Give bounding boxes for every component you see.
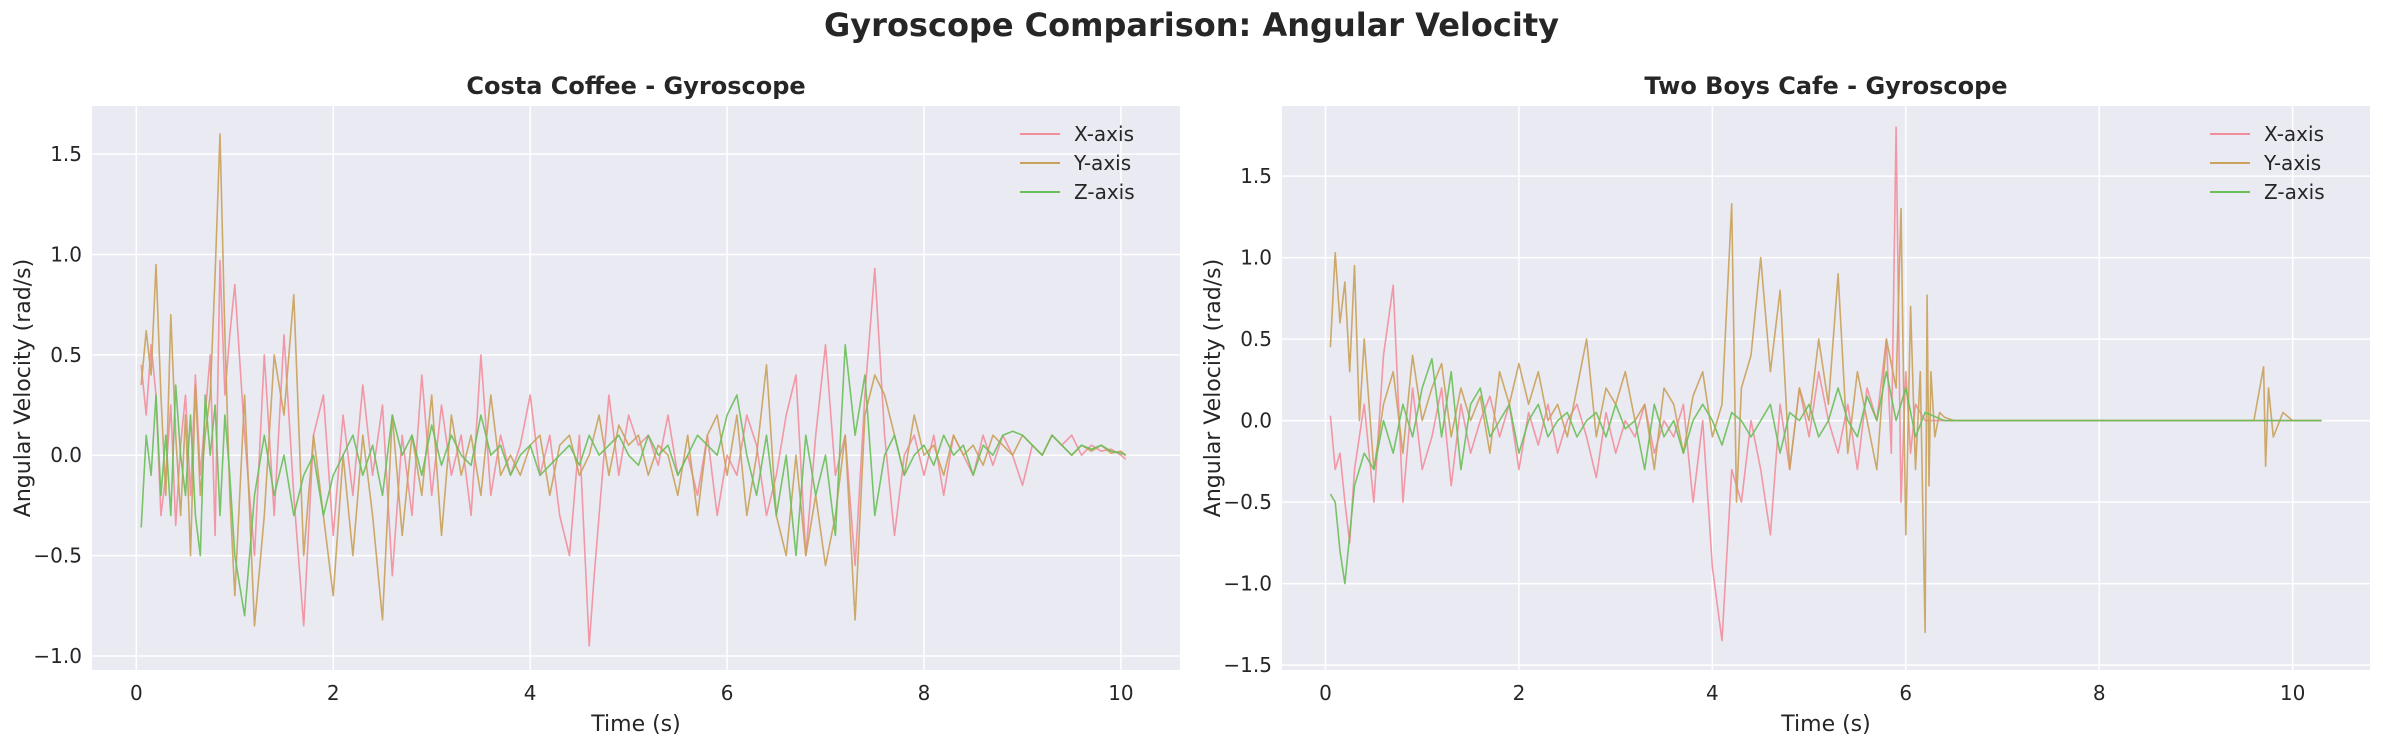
legend-label: Y-axis bbox=[1073, 151, 1131, 175]
series-line-x-axis bbox=[140, 259, 1127, 647]
x-tick-label: 4 bbox=[524, 681, 537, 705]
y-axis-label: Angular Velocity (rad/s) bbox=[11, 259, 36, 517]
y-tick-label: 0.0 bbox=[1240, 409, 1272, 433]
y-tick-label: −1.0 bbox=[1223, 572, 1272, 596]
y-tick-label: 0.0 bbox=[50, 443, 82, 467]
y-tick-label: −1.0 bbox=[33, 644, 82, 668]
legend: X-axis Y-axis Z-axis bbox=[2210, 122, 2325, 204]
y-tick-label: 1.0 bbox=[1240, 246, 1272, 270]
x-tick-label: 2 bbox=[327, 681, 340, 705]
chart-panel-2: 0 2 4 6 8 10 −1.5 −1.0 −0.5 0.0 0.5 1.0 1.5 Two Boys … bbox=[1201, 72, 2370, 737]
x-tick-label: 2 bbox=[1513, 681, 1526, 705]
panel-title: Costa Coffee - Gyroscope bbox=[466, 72, 805, 100]
x-tick-label: 0 bbox=[130, 681, 143, 705]
y-tick-label: −0.5 bbox=[33, 544, 82, 568]
y-tick-label: −1.5 bbox=[1223, 653, 1272, 677]
y-tick-label: 1.5 bbox=[50, 142, 82, 166]
x-tick-label: 10 bbox=[2280, 681, 2305, 705]
legend-label: Z-axis bbox=[1074, 180, 1135, 204]
y-axis-label: Angular Velocity (rad/s) bbox=[1201, 259, 1226, 517]
figure-title: Gyroscope Comparison: Angular Velocity bbox=[824, 6, 1559, 44]
x-axis-label: Time (s) bbox=[1780, 712, 1870, 737]
legend-label: X-axis bbox=[2264, 122, 2324, 146]
y-tick-label: 1.5 bbox=[1240, 164, 1272, 188]
x-tick-label: 0 bbox=[1319, 681, 1332, 705]
y-tick-label: 0.5 bbox=[50, 343, 82, 367]
x-tick-label: 8 bbox=[2093, 681, 2106, 705]
series-line-x-axis bbox=[1329, 126, 2322, 642]
legend-label: Y-axis bbox=[2263, 151, 2321, 175]
panel-title: Two Boys Cafe - Gyroscope bbox=[1644, 72, 2007, 100]
x-tick-label: 4 bbox=[1706, 681, 1719, 705]
y-tick-label: 0.5 bbox=[1240, 327, 1272, 351]
x-tick-label: 10 bbox=[1108, 681, 1133, 705]
legend-label: Z-axis bbox=[2264, 180, 2325, 204]
plot-area bbox=[92, 106, 1180, 670]
x-axis-label: Time (s) bbox=[590, 712, 680, 737]
series-line-y-axis bbox=[1329, 203, 2322, 634]
legend-label: X-axis bbox=[1074, 122, 1134, 146]
legend: X-axis Y-axis Z-axis bbox=[1020, 122, 1135, 204]
series-line-z-axis bbox=[140, 344, 1127, 617]
chart-panel-1: 0 2 4 6 8 10 −1.0 −0.5 0.0 0.5 1.0 1.5 Costa Coffee … bbox=[11, 72, 1180, 737]
series-line-z-axis bbox=[1329, 357, 2322, 585]
y-tick-label: 1.0 bbox=[50, 243, 82, 267]
x-tick-label: 6 bbox=[1899, 681, 1912, 705]
y-tick-label: −0.5 bbox=[1223, 490, 1272, 514]
x-tick-label: 6 bbox=[721, 681, 734, 705]
x-tick-label: 8 bbox=[918, 681, 931, 705]
